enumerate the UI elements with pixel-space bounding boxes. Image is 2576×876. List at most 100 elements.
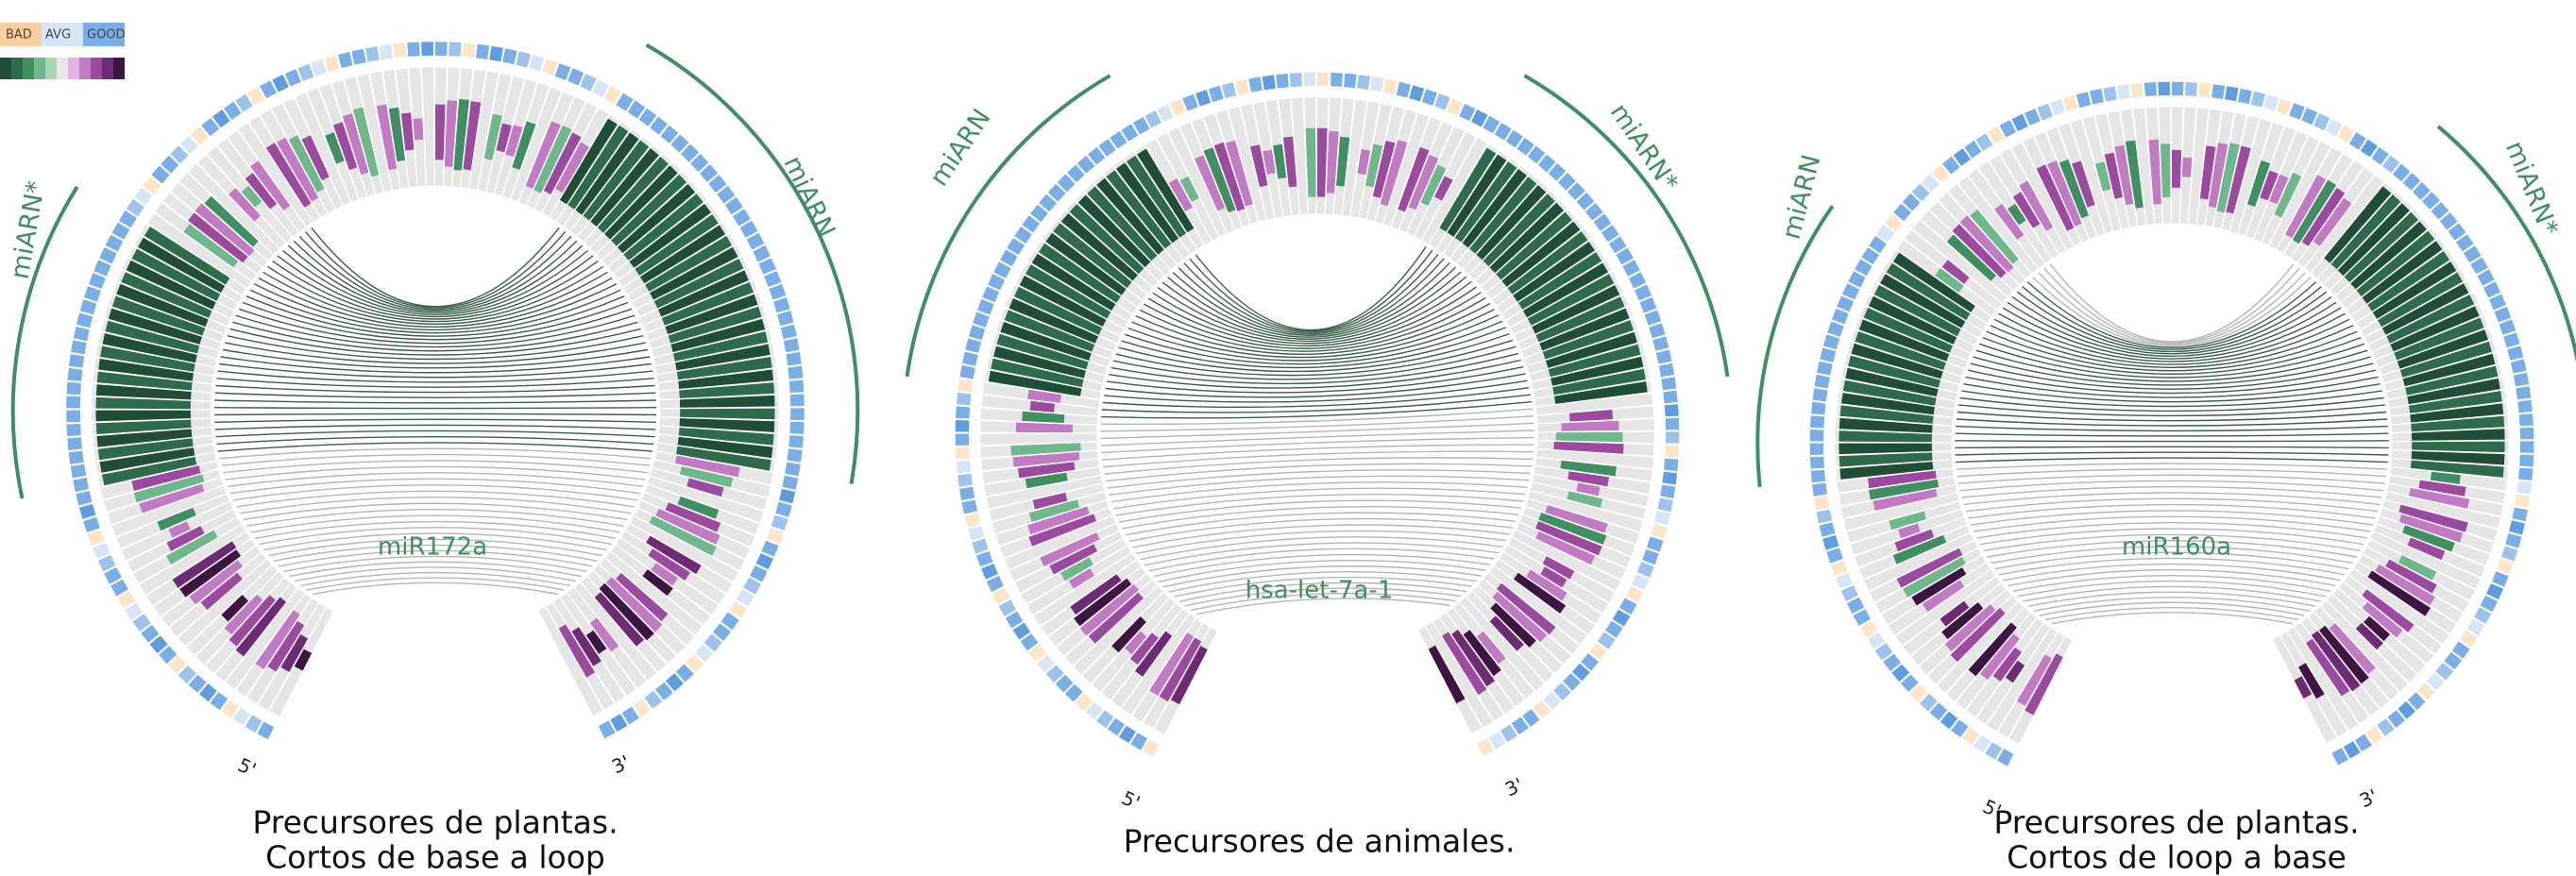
score-bar xyxy=(1560,460,1617,477)
nucleotide-quality xyxy=(956,406,971,419)
score-bar xyxy=(645,235,732,292)
arm-label: miARN* xyxy=(6,179,52,282)
score-bar xyxy=(2409,391,2502,413)
base-pair-chord xyxy=(1968,503,2376,519)
base-pair-chord xyxy=(2039,601,2305,616)
nucleotide-quality xyxy=(379,44,393,60)
nucleotide-quality xyxy=(2343,741,2361,759)
base-pair-chord xyxy=(214,392,656,398)
nucleotide-quality xyxy=(159,646,178,665)
base-pair-chord xyxy=(227,335,644,361)
score-bar xyxy=(543,132,582,194)
score-bar xyxy=(2398,504,2468,532)
score-bar xyxy=(1031,253,1116,312)
score-bar xyxy=(2410,460,2504,478)
colormap-cell xyxy=(91,58,102,79)
nucleotide-quality xyxy=(134,187,153,206)
base-pair-chord xyxy=(2044,606,2299,621)
nucleotide-quality xyxy=(393,42,407,59)
nucleotide-quality xyxy=(1563,673,1581,691)
nucleotide-quality xyxy=(2517,480,2533,495)
score-bar xyxy=(1568,471,1609,487)
track xyxy=(1512,530,1620,591)
nucleotide-quality xyxy=(1248,76,1263,93)
score-bar xyxy=(1894,529,1935,552)
nucleotide-quality xyxy=(1005,611,1024,629)
score-bar xyxy=(679,418,775,432)
nucleotide-quality xyxy=(1169,99,1186,116)
score-bar xyxy=(653,259,744,309)
score-bar xyxy=(1012,452,1080,467)
base-pair-chord xyxy=(282,249,588,315)
score-bar xyxy=(111,295,206,336)
score-bar xyxy=(646,535,702,575)
base-pair-chord xyxy=(2011,296,2332,355)
nucleotide-quality xyxy=(1632,574,1650,591)
score-bar xyxy=(2355,622,2383,650)
score-bar xyxy=(188,212,248,263)
nucleotide-quality xyxy=(1039,194,1057,212)
track xyxy=(511,87,562,202)
base-pair-chord xyxy=(306,577,565,591)
nucleotide-quality xyxy=(2426,672,2445,691)
score-bar xyxy=(229,595,276,647)
nucleotide-quality xyxy=(1662,471,1678,485)
nucleotide-quality xyxy=(2301,108,2318,126)
track xyxy=(1228,107,1266,222)
score-bar xyxy=(1326,130,1339,194)
nucleotide-quality xyxy=(961,499,978,514)
nucleotide-quality xyxy=(1483,115,1500,134)
nucleotide-quality xyxy=(351,48,366,65)
score-bar xyxy=(1137,148,1195,233)
track xyxy=(1073,586,1163,675)
base-pair-chord xyxy=(267,265,603,323)
score-bar xyxy=(100,345,195,372)
score-bar xyxy=(1129,632,1159,665)
nucleotide-quality xyxy=(212,110,230,128)
track xyxy=(648,477,764,523)
score-bar xyxy=(2036,164,2075,231)
score-bar xyxy=(2329,623,2376,675)
nucleotide-quality xyxy=(1409,85,1425,102)
base-pair-chord xyxy=(1975,349,2368,382)
nucleotide-quality xyxy=(2455,234,2474,252)
score-bar xyxy=(108,308,202,345)
base-pair-chord xyxy=(1144,292,1482,349)
score-bar xyxy=(496,123,512,153)
nucleotide-quality xyxy=(1929,702,1948,721)
score-bar xyxy=(1980,633,2020,681)
base-pair-chord xyxy=(2038,272,2306,345)
nucleotide-quality xyxy=(627,100,646,119)
nucleotide-quality xyxy=(1505,129,1523,148)
base-pair-chord xyxy=(1196,598,1450,615)
nucleotide-quality xyxy=(1973,734,1991,753)
score-bar xyxy=(1380,140,1408,207)
track xyxy=(2385,492,2500,529)
nucleotide-quality xyxy=(232,707,251,726)
base-pair-chord xyxy=(1112,345,1517,380)
score-bar xyxy=(2012,192,2041,228)
nucleotide-quality xyxy=(2486,583,2504,600)
nucleotide-quality xyxy=(67,368,83,381)
track xyxy=(1895,569,1995,646)
score-bar xyxy=(2411,415,2505,432)
score-bar xyxy=(376,104,398,171)
score-bar xyxy=(2016,654,2052,706)
nucleotide-quality xyxy=(1459,103,1476,122)
legend: BAD AVG GOOD xyxy=(0,23,126,79)
score-bar xyxy=(2390,306,2480,352)
nucleotide-quality xyxy=(1837,295,1855,312)
arm-arc xyxy=(645,42,860,485)
track xyxy=(295,93,350,206)
nucleotide-quality xyxy=(1107,717,1125,736)
nucleotide-quality xyxy=(1665,431,1680,444)
nucleotide-quality xyxy=(1961,727,1979,746)
nucleotide-quality xyxy=(1652,336,1669,351)
score-bar xyxy=(2405,365,2499,396)
nucleotide-quality xyxy=(2377,718,2395,736)
base-pair-chord xyxy=(1978,343,2365,379)
score-bar xyxy=(1892,252,1975,312)
score-bar xyxy=(1842,379,1937,406)
nucleotide-quality xyxy=(2448,223,2466,241)
nucleotide-quality xyxy=(1098,139,1116,157)
